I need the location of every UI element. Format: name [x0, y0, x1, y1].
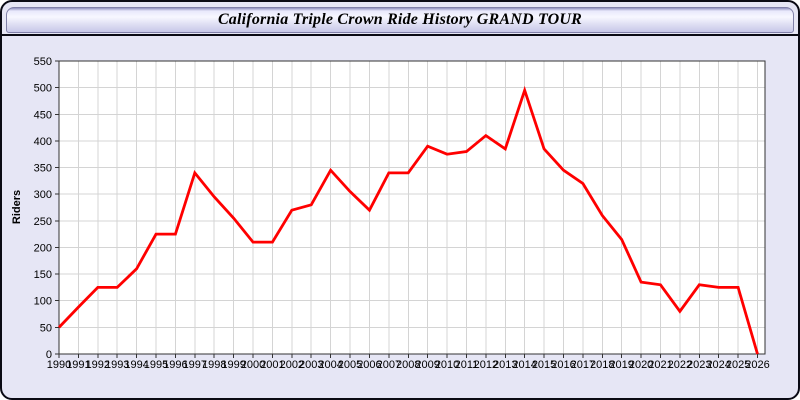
x-tick-label: 2000 — [241, 359, 265, 371]
x-tick-label: 2010 — [435, 359, 459, 371]
y-tick-label: 300 — [34, 189, 52, 201]
page-title: California Triple Crown Ride History GRA… — [217, 11, 583, 28]
y-tick-label: 500 — [34, 83, 52, 95]
x-tick-label: 2006 — [357, 359, 381, 371]
x-tick-label: 2004 — [318, 359, 342, 371]
x-tick-label: 2023 — [687, 359, 711, 371]
x-tick-label: 2018 — [590, 359, 614, 371]
x-tick-label: 2019 — [609, 359, 633, 371]
plot-frame — [58, 60, 766, 355]
y-tick-labels: 0 50 100 150 200 250 300 350 400 450 500 550 — [34, 56, 52, 361]
x-tick-label: 2009 — [415, 359, 439, 371]
chart-area: 1990 1991 1992 1993 1994 1995 1996 1997 1998 1999… — [2, 36, 798, 398]
x-tick-label: 2021 — [648, 359, 672, 371]
x-tick-label: 2014 — [512, 359, 536, 371]
y-tick-label: 350 — [34, 163, 52, 175]
data-line — [57, 85, 759, 355]
x-tick-label: 2020 — [629, 359, 653, 371]
x-tick-label: 2011 — [455, 359, 479, 371]
x-tick-label: 1997 — [183, 359, 207, 371]
y-axis-label: Riders — [11, 189, 23, 225]
x-tick-label: 1999 — [221, 359, 245, 371]
x-tick-label: 1990 — [47, 359, 71, 371]
x-tick-label: 2025 — [726, 359, 750, 371]
gridlines — [59, 61, 765, 354]
tick-marks — [55, 60, 758, 358]
x-tick-label: 2002 — [280, 359, 304, 371]
y-tick-label: 200 — [34, 242, 52, 254]
x-tick-labels: 1990199119921993199419951996199719981999… — [47, 359, 770, 371]
x-tick-label: 1991 — [66, 359, 90, 371]
divider — [2, 34, 798, 36]
x-tick-label: 2008 — [396, 359, 420, 371]
x-tick-label: 2017 — [571, 359, 595, 371]
x-tick-label: 2003 — [299, 359, 323, 371]
x-tick-label: 2024 — [706, 359, 730, 371]
x-tick-label: 2012 — [474, 359, 498, 371]
plot-background — [59, 61, 765, 354]
x-tick-label: 1993 — [105, 359, 129, 371]
x-tick-label: 2005 — [338, 359, 362, 371]
y-tick-label: 150 — [34, 269, 52, 281]
x-tick-label: 1994 — [124, 359, 148, 371]
x-tick-label: 2022 — [668, 359, 692, 371]
x-tick-label: 2016 — [551, 359, 575, 371]
x-tick-label: 2007 — [377, 359, 401, 371]
y-tick-label: 550 — [34, 56, 52, 68]
y-tick-label: 0 — [46, 349, 52, 361]
x-tick-label: 1996 — [163, 359, 187, 371]
y-tick-label: 100 — [34, 296, 52, 308]
y-tick-label: 50 — [40, 322, 52, 334]
x-tick-label: 2001 — [260, 359, 284, 371]
y-tick-label: 250 — [34, 216, 52, 228]
x-tick-label: 1998 — [202, 359, 226, 371]
x-tick-label: 2015 — [532, 359, 556, 371]
title-bar: California Triple Crown Ride History GRA… — [6, 7, 794, 33]
x-tick-label: 2026 — [745, 359, 769, 371]
y-tick-label: 400 — [34, 136, 52, 148]
x-tick-label: 1995 — [144, 359, 168, 371]
x-tick-label: 2013 — [493, 359, 517, 371]
y-tick-label: 450 — [34, 109, 52, 121]
x-tick-label: 1992 — [86, 359, 110, 371]
